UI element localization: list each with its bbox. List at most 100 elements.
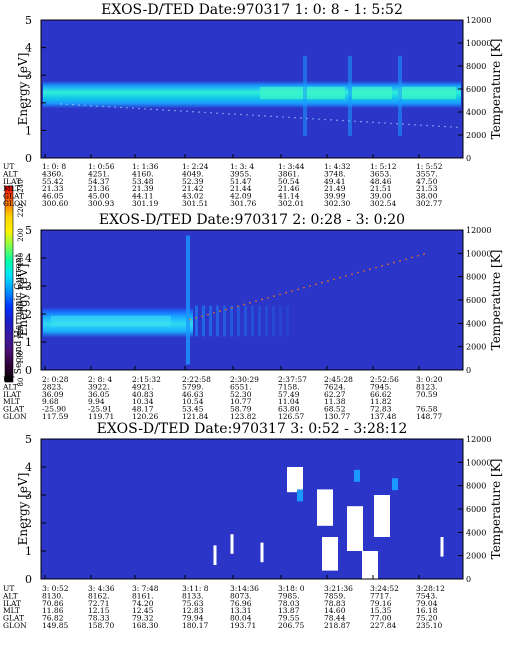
panel-1-orbit-cell: 1: 3:44 xyxy=(278,162,305,171)
panel-2-rising-dot xyxy=(363,270,365,272)
panel-2-rising-dot xyxy=(309,285,311,287)
panel-1-trend-dot xyxy=(240,113,242,116)
panel-2-orbit-row-label: MLT xyxy=(3,397,20,406)
panel-1-trend-dot xyxy=(120,106,122,109)
panel-1-ytick-label: 0 xyxy=(25,152,32,165)
panel-1-trend-dot xyxy=(360,120,362,123)
panel-1-orbit-cell: 3557. xyxy=(416,169,437,178)
panel-1-trend-dot xyxy=(390,122,392,125)
panel-3-title: EXOS-D/TED Date:970317 3: 0:52 - 3:28:12 xyxy=(97,421,408,437)
panel-2-y2tick-label: 4000 xyxy=(466,319,486,328)
panel-1-ytick-label: 2 xyxy=(25,97,32,110)
panel-1-trend-dot xyxy=(246,114,248,116)
panel-2-orbit-cell: 6551. xyxy=(230,382,251,391)
panel-1-trend-dot xyxy=(234,113,236,115)
panel-3-orbit-cell: 193.71 xyxy=(230,621,256,630)
panel-1-orbit-cell: 48.46 xyxy=(370,177,392,186)
panel-3-orbit-cell: 12.15 xyxy=(88,606,110,615)
panel-3-orbit-cell: 206.75 xyxy=(278,621,304,630)
panel-2-orbit-cell: 4921. xyxy=(132,382,153,391)
panel-3-y2tick-label: 12000 xyxy=(466,435,491,444)
panel-3-ytick-label: 3 xyxy=(25,489,32,502)
panel-1-orbit-cell: 301.19 xyxy=(132,199,158,208)
panel-3-orbit-row-label: UT xyxy=(3,584,14,593)
panel-1-orbit-cell: 3748. xyxy=(324,169,345,178)
panel-3-y2label: Temperature [K] xyxy=(489,459,503,560)
panel-1-y2tick-label: 8000 xyxy=(466,62,486,71)
panel-2-rising-dot xyxy=(381,265,383,267)
panel-2-orbit-cell: 70.59 xyxy=(416,390,438,399)
panel-3-orbit-cell: 3:18: 0 xyxy=(278,584,305,593)
panel-2-orbit-cell: 121.84 xyxy=(182,412,208,421)
panel-3-orbit-cell: 79.16 xyxy=(370,599,392,608)
panel-1-orbit-cell: 302.01 xyxy=(278,199,304,208)
panel-1-orbit-cell: 1: 3: 4 xyxy=(230,162,254,171)
panel-2-orbit-cell: 7945. xyxy=(370,382,391,391)
panel-1-orbit-cell: 52.39 xyxy=(182,177,204,186)
panel-2-y2label: Temperature [K] xyxy=(489,250,503,351)
panel-3-orbit-cell: 16.18 xyxy=(416,606,438,615)
panel-3-orbit-row-label: MLT xyxy=(3,606,20,615)
panel-3-orbit-cell: 79.04 xyxy=(416,599,438,608)
panel-1-band-bright-1 xyxy=(300,86,345,100)
panel-2-rising-dot xyxy=(225,308,227,311)
panel-1-trend-dot xyxy=(252,114,254,116)
panel-2-fading-column xyxy=(216,305,219,337)
colorbar-tick-label: 160 xyxy=(17,277,25,290)
panel-3-cyan-patch-2 xyxy=(297,489,303,502)
panel-3-ytick-label: 4 xyxy=(25,461,32,474)
panel-1-trend-dot xyxy=(330,119,332,121)
panel-1-trend-dot xyxy=(294,117,296,119)
panel-2-rising-dot xyxy=(267,296,269,299)
panel-1-trend-dot xyxy=(90,105,92,107)
panel-2-orbit-cell: -25.91 xyxy=(88,405,112,414)
panel-1-orbit-cell: 4049. xyxy=(182,169,203,178)
panel-1-spike-1 xyxy=(348,55,352,136)
panel-3-white-dash-0 xyxy=(213,545,217,565)
panel-2-ytick-label: 4 xyxy=(25,252,32,265)
panel-1-orbit-cell: 3955. xyxy=(230,169,251,178)
panel-2-orbit-cell: 8123. xyxy=(416,382,437,391)
panel-1-trend-dot xyxy=(372,121,374,124)
panel-1-trend-dot xyxy=(66,103,68,106)
panel-1-trend-dot xyxy=(72,103,74,106)
panel-3-orbit-cell: 78.33 xyxy=(88,614,110,623)
panel-1-trend-dot xyxy=(348,120,350,122)
panel-1-y2tick-label: 2000 xyxy=(466,131,486,140)
panel-1-orbit-cell: 46.05 xyxy=(42,192,64,201)
panel-2-orbit-cell: 10.77 xyxy=(230,397,252,406)
panel-1-trend-dot xyxy=(342,119,344,122)
panel-2-rising-dot xyxy=(255,300,257,302)
panel-2-fading-column xyxy=(209,305,212,337)
panel-2-orbit-cell: 10.34 xyxy=(132,397,154,406)
panel-1-trend-dot xyxy=(450,126,452,128)
panel-1-orbit-cell: 1: 5:12 xyxy=(370,162,397,171)
panel-2-fading-column xyxy=(230,305,233,337)
panel-1-orbit-cell: 1: 4:32 xyxy=(324,162,351,171)
panel-1-orbit-cell: 47.50 xyxy=(416,177,438,186)
panel-1-trend-dot xyxy=(174,109,176,112)
panel-2-y2tick-label: 0 xyxy=(466,366,471,375)
panel-1-orbit-cell: 21.49 xyxy=(324,184,346,193)
panel-1-trend-dot xyxy=(78,104,80,106)
panel-1-trend-dot xyxy=(228,113,230,115)
panel-2-orbit-cell: 2823. xyxy=(42,382,63,391)
panel-3-white-patch-1 xyxy=(317,489,333,526)
panel-2-orbit-cell: 48.17 xyxy=(132,405,154,414)
panel-1-trend-dot xyxy=(126,107,128,109)
panel-3-orbit-cell: 78.44 xyxy=(324,614,346,623)
panel-1-orbit-cell: 54.37 xyxy=(88,177,110,186)
panel-1-y2label: Temperature [K] xyxy=(489,39,503,140)
panel-2-orbit-cell: 130.77 xyxy=(324,412,350,421)
panel-3-white-dash-1 xyxy=(230,534,234,554)
panel-2-rising-dot xyxy=(375,266,377,269)
panel-1-trend-dot xyxy=(102,105,104,108)
panel-3-orbit-cell: 76.82 xyxy=(42,614,64,623)
panel-3-orbit-cell: 11.86 xyxy=(42,606,64,615)
panel-2-rising-dot xyxy=(237,305,239,307)
panel-1-orbit-cell: 1: 0:56 xyxy=(88,162,115,171)
panel-1-trend-dot xyxy=(84,104,86,107)
panel-3-orbit-cell: 14.60 xyxy=(324,606,346,615)
panel-2-orbit-row-label: ILAT xyxy=(3,390,21,399)
panel-2-orbit-cell: 10.54 xyxy=(182,397,204,406)
